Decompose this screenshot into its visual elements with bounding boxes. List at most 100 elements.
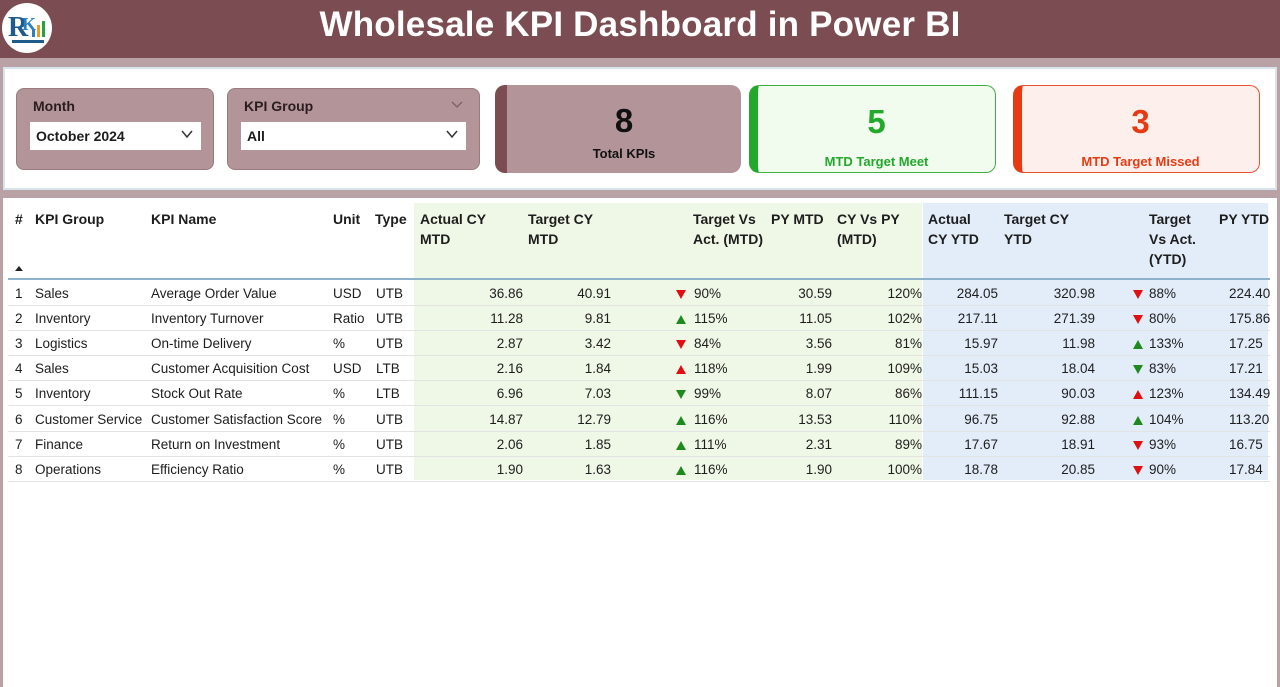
header-actual-cy-ytd[interactable]: Actual CY YTD (928, 211, 979, 247)
cell-target-cy-mtd: 9.81 (584, 311, 611, 327)
cell-target-cy-ytd: 271.39 (1053, 311, 1095, 327)
triangle-up-green-icon (676, 440, 686, 450)
header-target-cy-ytd[interactable]: Target CY YTD (1004, 211, 1069, 247)
cell-kpi-group: Operations (35, 461, 102, 477)
cell-actual-cy-mtd: 2.16 (496, 361, 523, 377)
cell-actual-cy-ytd: 15.97 (964, 336, 998, 352)
row-divider (8, 480, 1270, 482)
triangle-down-green-icon (1133, 365, 1143, 375)
header-kpi-name[interactable]: KPI Name (151, 211, 217, 227)
cell-target-vs-act-mtd: 116% (694, 411, 728, 427)
cell-type: UTB (376, 311, 403, 327)
header-unit[interactable]: Unit (333, 211, 361, 227)
cell-target-cy-mtd: 1.63 (584, 461, 611, 477)
cell-target-vs-act-ytd: 88% (1149, 286, 1177, 301)
row-divider (8, 380, 1270, 382)
cell-target-cy-ytd: 20.85 (1061, 461, 1095, 477)
header-type[interactable]: Type (375, 211, 407, 227)
collapse-chevron-icon[interactable] (451, 100, 463, 110)
header-target-cy-mtd[interactable]: Target CY MTD (528, 211, 593, 247)
company-logo-icon: R K (2, 3, 52, 53)
header-py-ytd[interactable]: PY YTD (1219, 211, 1270, 227)
table-row[interactable]: 2 Inventory Inventory Turnover Ratio UTB 11.2… (8, 306, 1270, 332)
triangle-up-green-icon (676, 415, 686, 425)
table-row[interactable]: 6 Customer Service Customer Satisfaction S… (8, 407, 1270, 432)
cell-py-ytd: 17.21 (1229, 361, 1263, 377)
mtd-target-meet-label: MTD Target Meet (824, 154, 929, 169)
triangle-up-red-icon (676, 365, 686, 375)
table-row[interactable]: 4 Sales Customer Acquisition Cost USD LTB 2.1… (8, 356, 1270, 382)
mtd-column-shade (414, 203, 922, 480)
cell-num: 8 (15, 461, 23, 477)
cell-py-ytd: 224.40 (1229, 286, 1271, 301)
triangle-down-red-icon (1133, 465, 1143, 475)
cell-type: UTB (376, 336, 403, 352)
cell-kpi-name: Stock Out Rate (151, 386, 243, 402)
cell-target-cy-mtd: 12.79 (577, 411, 611, 427)
month-dropdown-value: October 2024 (36, 128, 125, 144)
month-dropdown[interactable]: October 2024 (30, 122, 201, 150)
chevron-down-icon (446, 130, 458, 139)
cell-num: 5 (15, 386, 23, 402)
table-row[interactable]: 5 Inventory Stock Out Rate% LTB 6.96 7.03 99% 8… (8, 381, 1271, 407)
header-target-vs-act-ytd[interactable]: Target Vs Act. (YTD) (1149, 211, 1196, 267)
cell-target-cy-ytd: 90.03 (1061, 386, 1095, 402)
cell-num: 1 (15, 286, 23, 301)
sort-ascending-icon[interactable] (15, 266, 23, 271)
cell-py-mtd: 11.05 (799, 311, 832, 327)
cell-target-vs-act-ytd: 123% (1149, 386, 1184, 402)
cell-target-vs-act-mtd: 84% (694, 336, 722, 352)
cell-py-ytd: 134.49 (1229, 386, 1271, 402)
cell-actual-cy-ytd: 18.78 (964, 461, 998, 477)
cell-kpi-group: Customer Service (35, 411, 143, 427)
cell-actual-cy-mtd: 36.86 (489, 286, 523, 301)
page-title: Wholesale KPI Dashboard in Power BI (319, 5, 961, 44)
header-actual-cy-mtd[interactable]: Actual CY MTD (420, 211, 486, 247)
table-row[interactable]: 3 Logistics On-time Delivery% UTB 2.87 3.42 84… (8, 331, 1270, 357)
total-kpis-value: 8 (614, 102, 634, 139)
cell-py-ytd: 113.20 (1229, 411, 1270, 427)
cell-type: UTB (376, 286, 403, 301)
header-kpi-group[interactable]: KPI Group (35, 211, 105, 227)
month-slicer-label: Month (33, 98, 75, 114)
filter-card-panel: Month October 2024 KPI Group All 8 Total… (3, 67, 1277, 190)
total-kpis-label: Total KPIs (592, 146, 656, 161)
cell-cy-vs-py-mtd: 86% (894, 386, 922, 402)
cell-kpi-name: Customer Acquisition Cost (151, 361, 310, 377)
triangle-up-green-icon (676, 315, 686, 325)
cell-cy-vs-py-mtd: 120% (887, 286, 922, 301)
triangle-down-red-icon (1133, 290, 1143, 299)
table-row[interactable]: 7 Finance Return on Investment% UTB 2.06 1.85… (8, 432, 1270, 457)
chevron-down-icon (181, 130, 193, 139)
cell-actual-cy-mtd: 2.87 (496, 336, 523, 352)
cell-actual-cy-mtd: 11.28 (490, 311, 523, 327)
cell-py-mtd: 13.53 (798, 411, 832, 427)
cell-kpi-group: Inventory (35, 311, 91, 327)
cell-unit: % (333, 336, 346, 352)
cell-py-mtd: 8.07 (805, 386, 832, 402)
cell-target-vs-act-mtd: 115% (694, 311, 728, 327)
cell-target-cy-mtd: 1.85 (584, 436, 611, 452)
mtd-target-missed-value: 3 (1131, 103, 1150, 140)
triangle-down-red-icon (1133, 440, 1143, 450)
cell-kpi-name: Inventory Turnover (151, 311, 264, 327)
cell-actual-cy-ytd: 96.75 (964, 411, 998, 427)
cell-kpi-group: Logistics (35, 336, 88, 352)
header-cy-vs-py-mtd[interactable]: CY Vs PY (MTD) (837, 211, 900, 247)
kpi-group-dropdown[interactable]: All (241, 122, 466, 150)
cell-unit: % (333, 411, 346, 427)
cell-target-vs-act-mtd: 116% (694, 461, 728, 477)
cell-kpi-group: Sales (35, 286, 69, 301)
cell-actual-cy-mtd: 2.06 (496, 436, 523, 452)
row-divider (8, 455, 1270, 457)
cell-actual-cy-ytd: 217.11 (957, 311, 998, 327)
table-row[interactable]: 1 Sales Average Order Value USD UTB 36.86 40.9… (8, 281, 1270, 306)
header-target-vs-act-mtd[interactable]: Target Vs Act. (MTD) (693, 211, 763, 247)
cell-unit: USD (333, 361, 362, 377)
mtd-target-meet-value: 5 (867, 103, 886, 140)
header-num[interactable]: # (15, 211, 23, 227)
header-py-mtd[interactable]: PY MTD (771, 211, 824, 227)
cell-actual-cy-mtd: 6.96 (496, 386, 523, 402)
cell-target-cy-ytd: 18.91 (1061, 436, 1095, 452)
table-row[interactable]: 8 Operations Efficiency Ratio% UTB 1.90 1.63 1… (8, 457, 1270, 482)
